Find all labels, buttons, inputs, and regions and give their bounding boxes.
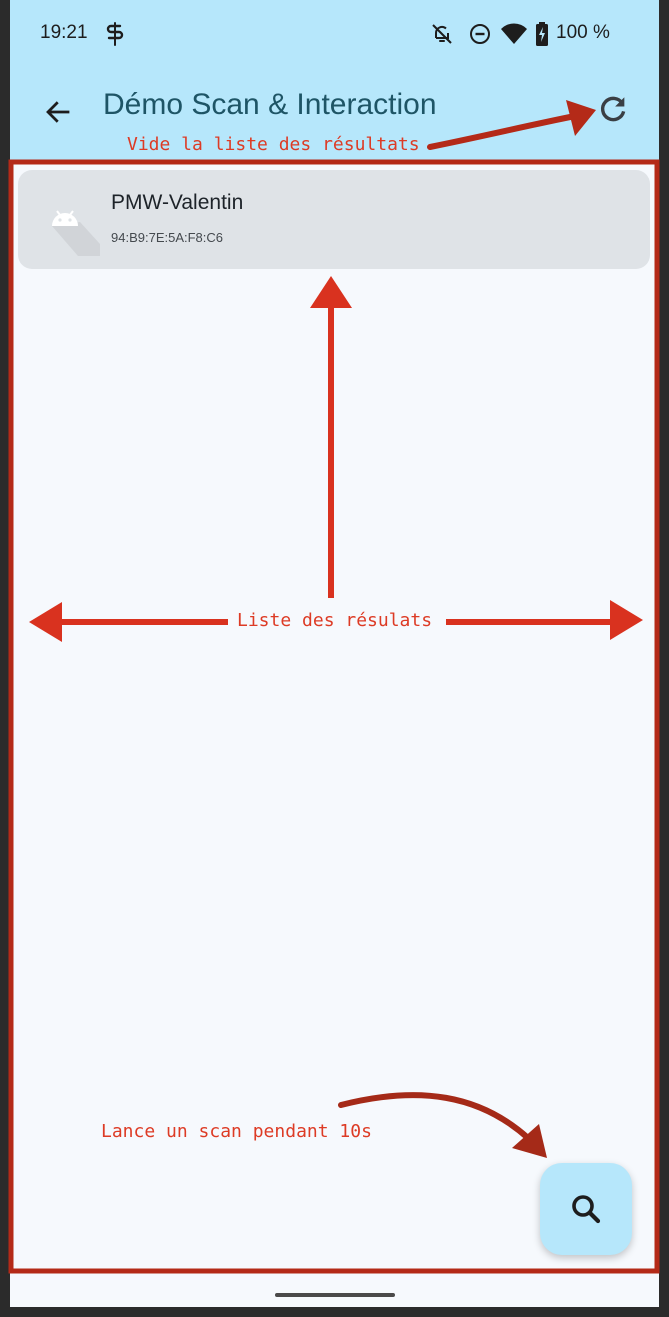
phone-screen: 19:21 100 %: [10, 0, 659, 1307]
scan-button[interactable]: [540, 1163, 632, 1255]
wifi-icon: [501, 23, 527, 44]
status-time: 19:21: [40, 22, 88, 43]
s-app-icon: [106, 22, 124, 46]
android-icon: [52, 210, 100, 256]
search-icon: [572, 1195, 601, 1224]
refresh-button[interactable]: [590, 87, 636, 133]
annotation-refresh-text: Vide la liste des résultats: [127, 134, 420, 155]
bell-off-icon: [432, 24, 452, 44]
gesture-nav-handle[interactable]: [275, 1293, 395, 1297]
device-address: 94:B9:7E:5A:F8:C6: [111, 230, 224, 245]
do-not-disturb-icon: [470, 24, 490, 44]
device-name: PMW-Valentin: [111, 191, 244, 214]
battery-charging-icon: [536, 22, 548, 46]
arrow-back-icon: [46, 101, 70, 123]
battery-percent: 100 %: [556, 22, 610, 43]
result-list[interactable]: PMW-Valentin 94:B9:7E:5A:F8:C6: [18, 170, 651, 1260]
status-bar: 19:21 100 %: [10, 0, 659, 68]
list-item[interactable]: PMW-Valentin 94:B9:7E:5A:F8:C6: [18, 170, 650, 269]
annotation-scan-text: Lance un scan pendant 10s: [101, 1121, 372, 1142]
page-title: Démo Scan & Interaction: [103, 88, 437, 121]
back-button[interactable]: [36, 90, 80, 134]
window-bottom-strip: [0, 1307, 669, 1317]
annotation-list-text: Liste des résulats: [237, 610, 433, 631]
refresh-icon: [600, 96, 626, 122]
